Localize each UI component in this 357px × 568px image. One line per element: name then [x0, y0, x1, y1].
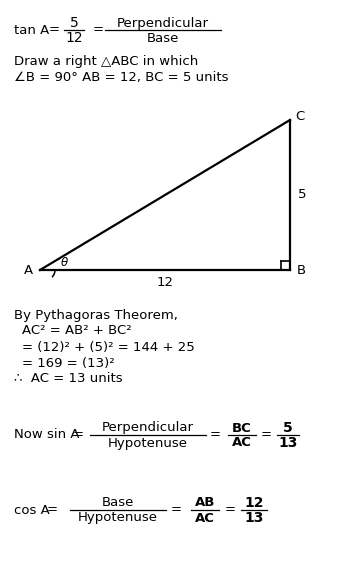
Text: 13: 13: [244, 511, 264, 525]
Text: Draw a right △ABC in which: Draw a right △ABC in which: [14, 56, 198, 69]
Text: 5: 5: [283, 421, 293, 435]
Text: 12: 12: [244, 496, 264, 510]
Text: =: =: [210, 428, 221, 441]
Text: 12: 12: [156, 277, 174, 290]
Text: =: =: [72, 428, 84, 441]
Text: AC² = AB² + BC²: AC² = AB² + BC²: [22, 324, 132, 337]
Text: =: =: [92, 23, 104, 36]
Text: 12: 12: [65, 31, 83, 45]
Text: Hypotenuse: Hypotenuse: [108, 436, 188, 449]
Text: = 169 = (13)²: = 169 = (13)²: [22, 357, 115, 370]
Text: A: A: [24, 265, 32, 278]
Text: AC: AC: [195, 512, 215, 524]
Text: = (12)² + (5)² = 144 + 25: = (12)² + (5)² = 144 + 25: [22, 340, 195, 353]
Text: 5: 5: [298, 189, 306, 202]
Text: ∠B = 90° AB = 12, BC = 5 units: ∠B = 90° AB = 12, BC = 5 units: [14, 72, 228, 85]
Text: =: =: [46, 503, 57, 516]
Text: =: =: [171, 503, 181, 516]
Text: Perpendicular: Perpendicular: [102, 421, 194, 435]
Text: B: B: [296, 265, 306, 278]
Text: =: =: [225, 503, 236, 516]
Text: ∴  AC = 13 units: ∴ AC = 13 units: [14, 373, 122, 386]
Text: BC: BC: [232, 421, 252, 435]
Text: =: =: [261, 428, 272, 441]
Text: C: C: [295, 110, 305, 123]
Text: Now sin A: Now sin A: [14, 428, 80, 441]
Text: θ: θ: [60, 257, 67, 269]
Text: tan A: tan A: [14, 23, 49, 36]
Text: Base: Base: [102, 496, 134, 509]
Text: AB: AB: [195, 496, 215, 509]
Text: 5: 5: [70, 16, 79, 30]
Text: cos A: cos A: [14, 503, 50, 516]
Text: By Pythagoras Theorem,: By Pythagoras Theorem,: [14, 308, 178, 321]
Text: Base: Base: [147, 31, 179, 44]
Text: =: =: [49, 23, 60, 36]
Text: Perpendicular: Perpendicular: [117, 16, 209, 30]
Text: 13: 13: [278, 436, 298, 450]
Text: AC: AC: [232, 436, 252, 449]
Text: Hypotenuse: Hypotenuse: [78, 512, 158, 524]
